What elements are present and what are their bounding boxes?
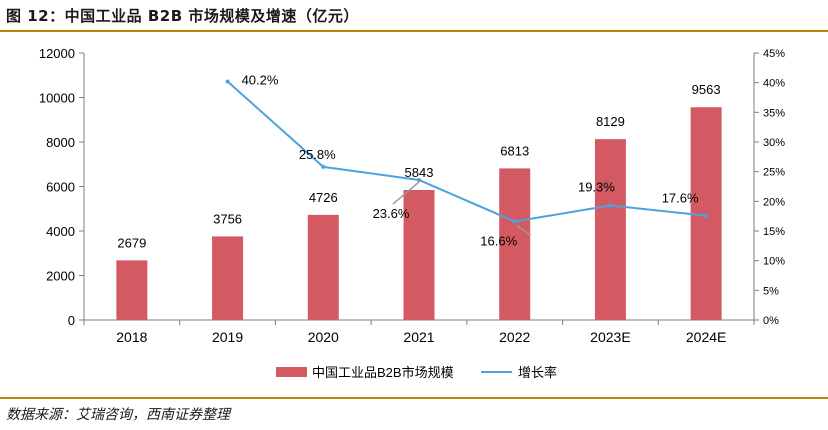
- right-tick-label: 40%: [763, 78, 785, 90]
- left-tick-label: 2000: [46, 269, 75, 284]
- right-tick-label: 35%: [763, 107, 785, 119]
- legend-line-label: 增长率: [518, 365, 557, 380]
- bar-value-label: 8129: [596, 114, 625, 129]
- bar-value-label: 6813: [500, 143, 529, 158]
- figure-title: 图 12：中国工业品 B2B 市场规模及增速（亿元）: [6, 7, 359, 25]
- bar-line-chart: 0 2000 4000 6000 8000 10000 12000 0% 5% 10% 15% 20%…: [39, 46, 785, 380]
- legend-bar-label: 中国工业品B2B市场规模: [312, 365, 454, 380]
- bar: [403, 189, 435, 320]
- growth-rate-point: [608, 203, 613, 208]
- bar: [212, 236, 244, 320]
- right-tick-label: 30%: [763, 137, 785, 149]
- x-tick-label: 2021: [403, 329, 434, 345]
- bar: [116, 260, 148, 320]
- growth-rate-label: 25.8%: [299, 147, 336, 162]
- left-tick-label: 8000: [46, 135, 75, 150]
- x-tick-label: 2022: [499, 329, 530, 345]
- left-tick-label: 0: [68, 313, 75, 328]
- label-leader-line: [392, 181, 420, 205]
- bar-value-label: 9563: [692, 82, 721, 97]
- bar-value-label: 3756: [213, 211, 242, 226]
- growth-rate-point: [512, 219, 517, 224]
- growth-rate-line: [226, 80, 707, 223]
- right-tick-label: 20%: [763, 196, 785, 208]
- bar: [307, 214, 339, 320]
- x-tick-label: 2024E: [686, 329, 726, 345]
- growth-rate-label: 19.3%: [578, 179, 615, 194]
- growth-rate-point: [704, 213, 709, 218]
- left-tick-label: 6000: [46, 180, 75, 195]
- bottom-rule: [0, 397, 828, 399]
- growth-rate-point: [417, 177, 421, 182]
- bar: [499, 168, 531, 320]
- top-rule: [0, 30, 828, 32]
- source-note: 数据来源：艾瑞咨询，西南证券整理: [6, 407, 230, 423]
- growth-rate-label: 40.2%: [242, 72, 279, 87]
- growth-rate-label: 16.6%: [480, 234, 517, 249]
- right-tick-label: 5%: [763, 285, 779, 297]
- bar-value-label: 4726: [309, 190, 338, 205]
- growth-rate-point: [225, 79, 230, 84]
- bar: [594, 139, 626, 320]
- left-tick-label: 12000: [39, 46, 75, 61]
- bar-value-label: 2679: [117, 235, 146, 250]
- label-leader-line: [516, 224, 532, 237]
- right-tick-label: 25%: [763, 167, 785, 179]
- growth-rate-label: 17.6%: [662, 191, 699, 206]
- x-tick-label: 2019: [212, 329, 243, 345]
- x-tick-label: 2020: [308, 329, 339, 345]
- x-tick-label: 2023E: [590, 329, 630, 345]
- left-tick-label: 10000: [39, 91, 75, 106]
- right-tick-label: 45%: [763, 48, 785, 60]
- right-tick-label: 10%: [763, 256, 785, 268]
- bar-value-label: 5843: [405, 165, 434, 180]
- right-tick-label: 15%: [763, 226, 785, 238]
- growth-rate-label: 23.6%: [373, 206, 410, 221]
- x-tick-label: 2018: [116, 329, 147, 345]
- growth-rate-point: [321, 164, 326, 169]
- left-tick-label: 4000: [46, 224, 75, 239]
- legend-bar-swatch: [276, 367, 307, 377]
- right-tick-label: 0%: [763, 315, 779, 327]
